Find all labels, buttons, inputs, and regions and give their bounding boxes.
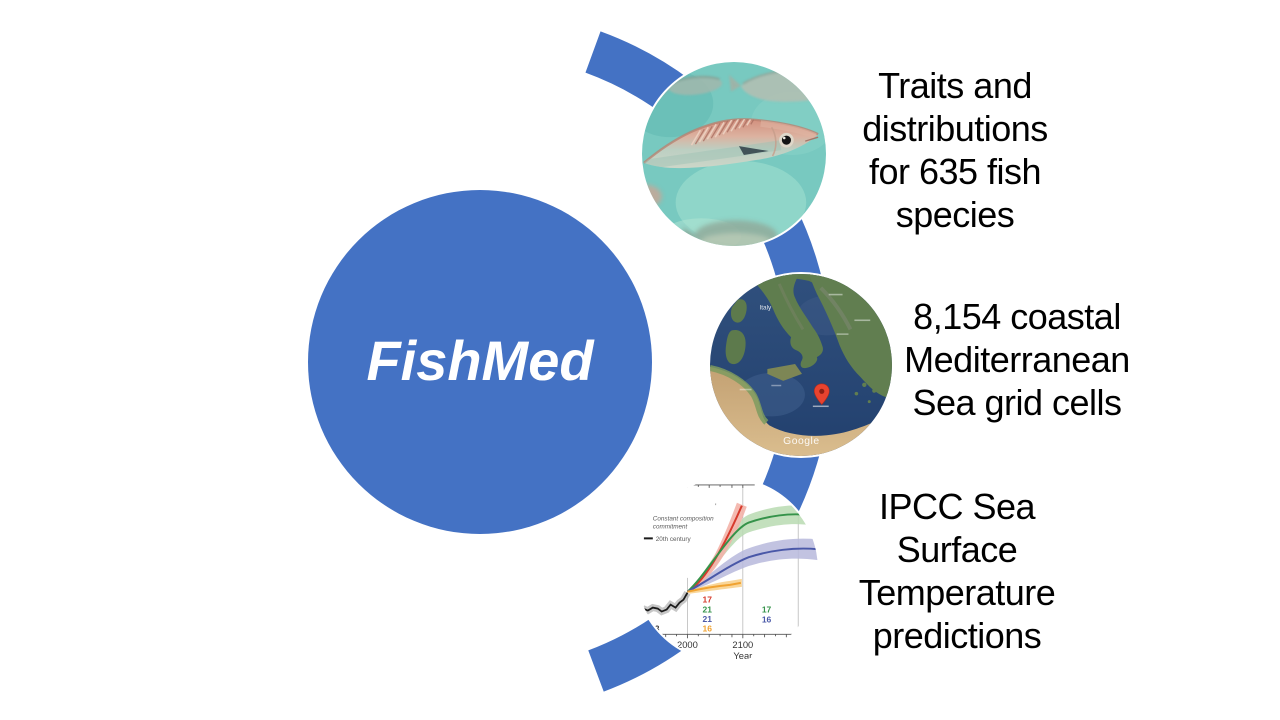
chart-legend: Constant composition commitment 20th cen…	[643, 504, 716, 543]
label-fish-traits: Traits and distributions for 635 fish sp…	[862, 65, 1048, 235]
x-axis-label: Year	[733, 650, 752, 661]
google-watermark: Google	[783, 436, 819, 447]
map-label-mark	[854, 319, 871, 322]
count-blue-right: 16	[762, 614, 772, 624]
island-sardinia	[725, 329, 746, 365]
band-pink	[687, 502, 747, 592]
ipcc-chart-circle: Constant composition commitment 20th cen…	[634, 477, 820, 663]
map-label-mark	[828, 293, 843, 296]
count-orange: 16	[702, 623, 712, 633]
line-black	[642, 592, 689, 613]
ipcc-chart-illustration: Constant composition commitment 20th cen…	[636, 479, 818, 661]
legend-line1: Constant composition	[653, 516, 714, 523]
greek-island	[878, 376, 882, 380]
line-blue	[686, 547, 818, 593]
fishmed-title: FishMed	[366, 328, 594, 392]
map-label-mark	[812, 405, 829, 408]
count-green: 21	[702, 605, 712, 615]
count-blue: 21	[702, 614, 712, 624]
count-history: 23	[650, 623, 660, 633]
map-label-italy: Italy	[759, 305, 772, 312]
fish-photo-circle	[640, 60, 828, 248]
map-label-mark	[739, 388, 752, 391]
legend-line3: 20th century	[656, 536, 692, 543]
main-fish	[643, 118, 819, 169]
island-corsica	[731, 299, 747, 323]
mediterranean-map-illustration: Italy Google	[710, 274, 892, 456]
greek-island	[872, 388, 877, 393]
apennines-ridge	[777, 283, 805, 331]
greek-island	[854, 391, 859, 396]
x-tick-2100: 2100	[732, 639, 753, 650]
land-italy	[749, 274, 823, 369]
map-label-mark	[771, 384, 782, 387]
map-pin-icon	[813, 383, 830, 406]
chart-axis-labels: 2000 2100 Year	[677, 639, 753, 661]
fish-photo-illustration	[642, 62, 826, 246]
band-purple	[687, 538, 818, 592]
land-north-africa	[710, 366, 892, 456]
count-red: 17	[702, 595, 712, 605]
greek-island	[862, 382, 867, 387]
line-orange	[687, 581, 742, 593]
count-green-right: 17	[762, 605, 772, 615]
tunisia-green-coast	[710, 365, 769, 425]
greek-island	[867, 400, 871, 404]
label-grid-cells: 8,154 coastal Mediterranean Sea grid cel…	[904, 296, 1130, 423]
legend-tick-mark: '	[715, 504, 716, 511]
legend-line2: commitment	[653, 523, 688, 530]
map-label-mark	[836, 333, 849, 335]
label-sst-predictions: IPCC Sea Surface Temperature predictions	[858, 486, 1056, 656]
fishmed-center-node: FishMed	[308, 190, 652, 534]
mediterranean-map-circle: Italy Google	[708, 272, 894, 458]
x-tick-2000: 2000	[677, 639, 698, 650]
island-sicily	[767, 364, 802, 381]
mountain-ridge	[819, 286, 853, 331]
